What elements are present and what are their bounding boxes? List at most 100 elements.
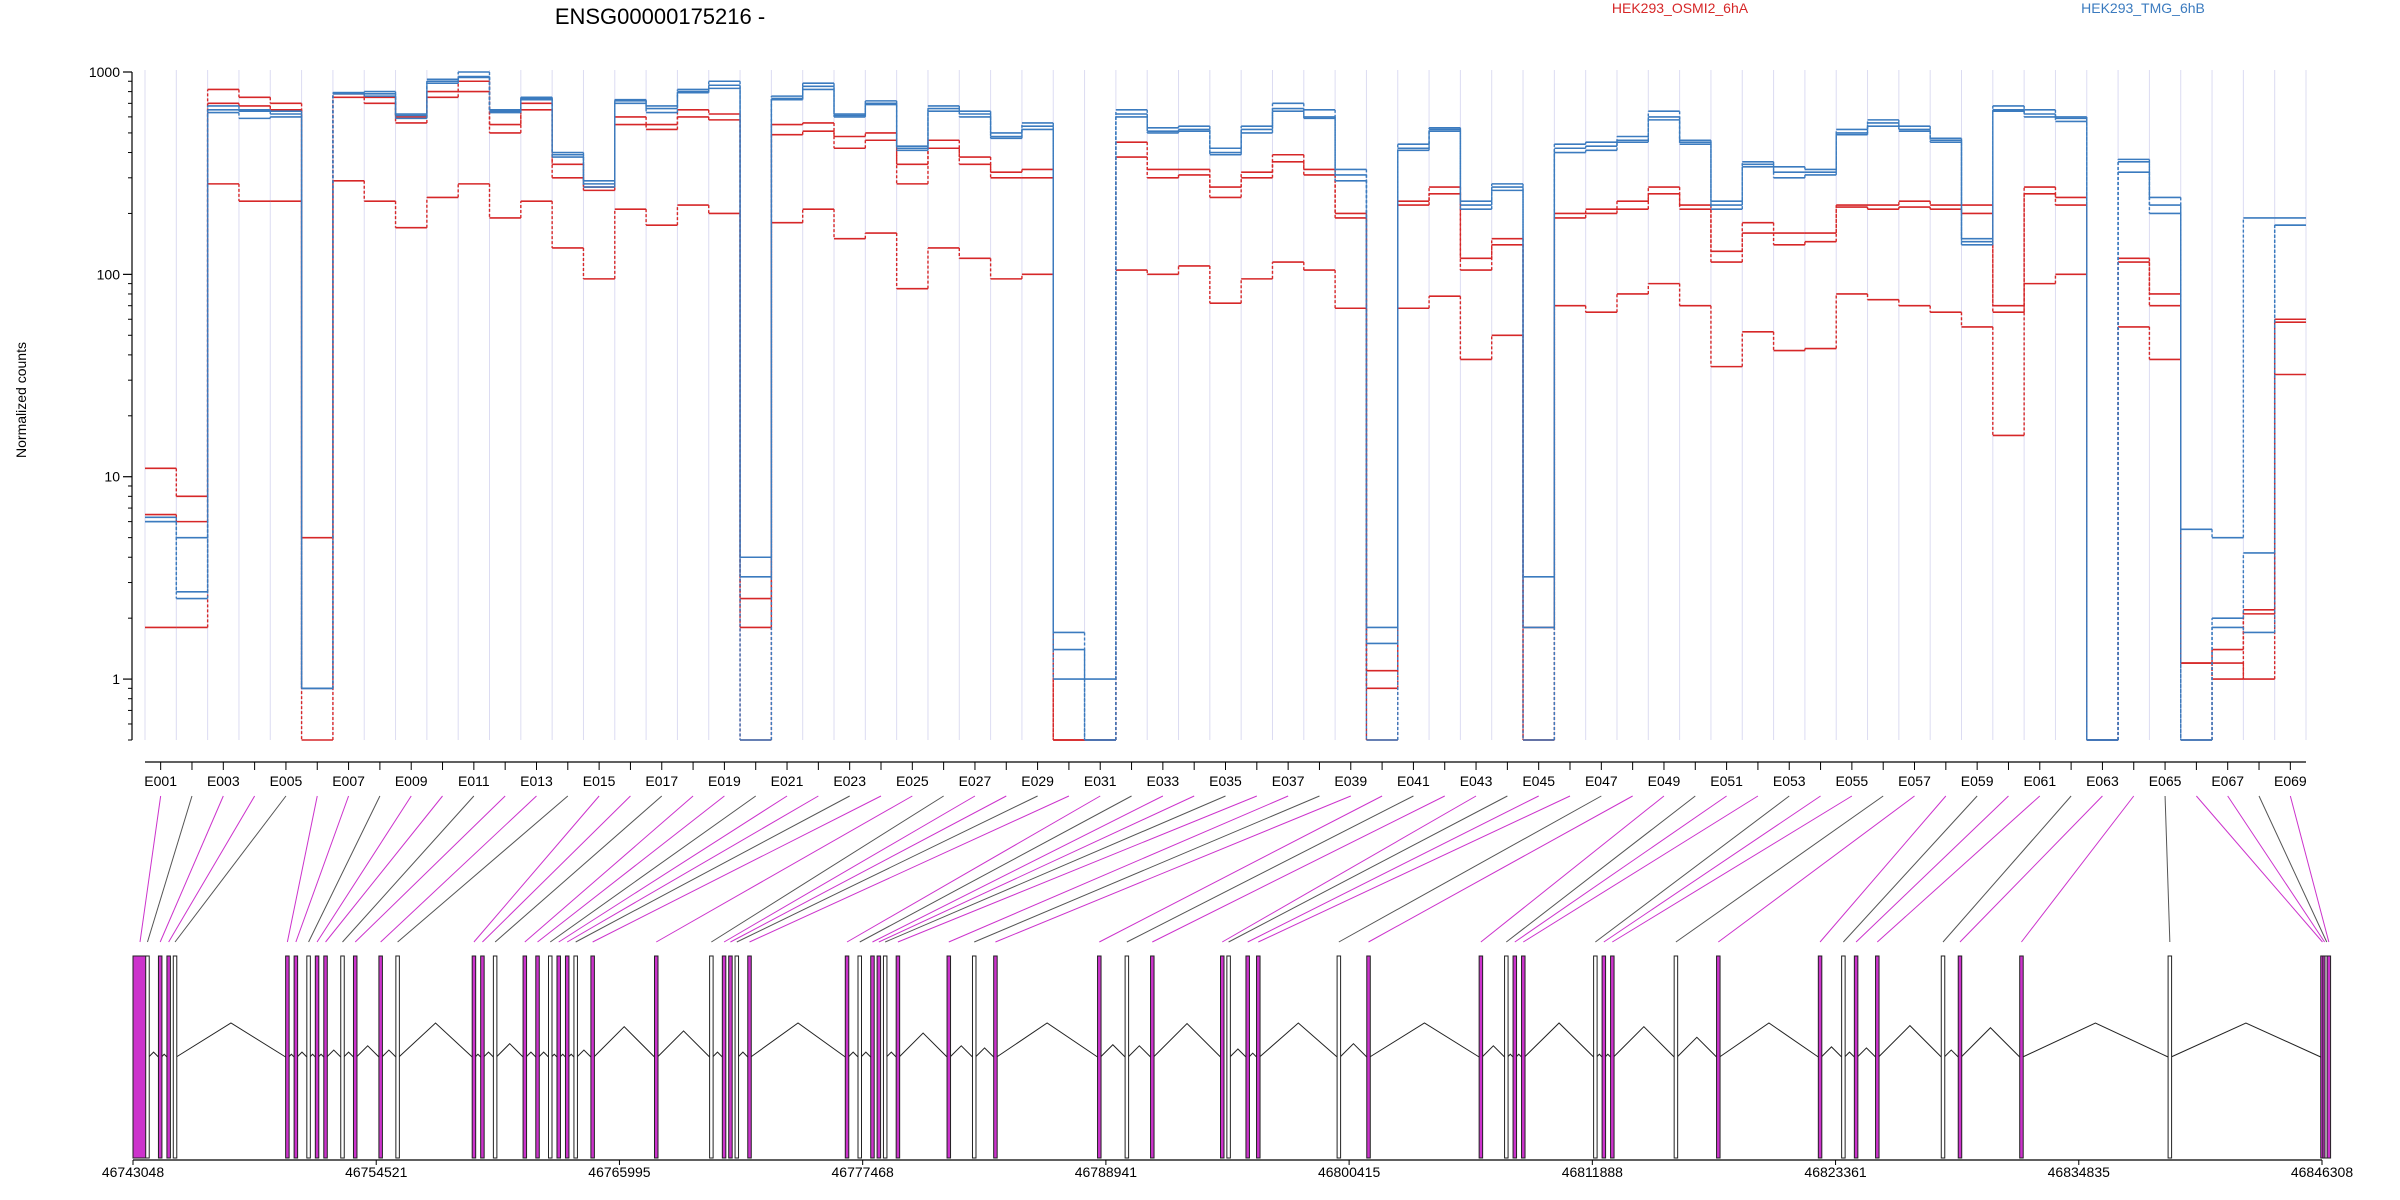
intron-line <box>326 1049 342 1058</box>
exon-connector-line <box>286 795 318 943</box>
exon-box <box>1220 955 1225 1159</box>
intron-line <box>1878 1024 1942 1058</box>
exon-box <box>1366 955 1371 1159</box>
exon-connector-line <box>723 795 976 943</box>
intron-line <box>1339 1042 1368 1058</box>
x-tick-label: E029 <box>1021 773 1054 789</box>
exon-box <box>1256 955 1261 1159</box>
x-tick-label: E031 <box>1084 773 1117 789</box>
x-tick-label: E027 <box>959 773 992 789</box>
intron-line <box>576 1049 592 1058</box>
exon-connector-line <box>1942 795 2072 943</box>
exon-box <box>1097 955 1102 1159</box>
exon-connector-line <box>2258 795 2328 943</box>
exon-connector-line <box>380 795 537 943</box>
exon-box <box>1504 955 1509 1159</box>
exon-box <box>395 955 400 1159</box>
exon-box <box>1245 955 1250 1159</box>
exon-connector-line <box>354 795 506 943</box>
x-tick-label: E055 <box>1836 773 1869 789</box>
exon-box <box>1336 955 1342 1159</box>
exon-box <box>870 955 875 1159</box>
exon-connector-line <box>736 795 1038 943</box>
exon-box <box>1875 955 1880 1159</box>
legend-entry-tmg: HEK293_TMG_6hB <box>2081 0 2205 16</box>
x-axis: E001 E003 E005 E007 E009 E011 E013 E015 E017 E019… <box>144 761 2307 789</box>
exon-connector-line <box>1876 795 2041 943</box>
series <box>145 75 2306 741</box>
exon-connector-line <box>592 795 882 943</box>
exon-connector-line <box>494 795 663 943</box>
exon-connector-line <box>159 795 224 943</box>
exon-connector-line <box>1099 795 1383 943</box>
series <box>145 80 2306 741</box>
exon-box <box>2167 955 2173 1159</box>
exon-box <box>1124 955 1130 1159</box>
intron-line <box>1960 1027 2021 1058</box>
intron-line <box>2170 1022 2321 1058</box>
intron-line <box>356 1045 380 1058</box>
exon-box <box>728 955 733 1159</box>
x-tick-label: E043 <box>1460 773 1493 789</box>
exon-box <box>378 955 383 1159</box>
chart-title: ENSG00000175216 - <box>555 4 765 29</box>
exon-connector-line <box>1247 795 1539 943</box>
x-tick-label: E045 <box>1522 773 1555 789</box>
intron-line <box>176 1022 286 1058</box>
exon-connector-line <box>1368 795 1633 943</box>
exon-box <box>747 955 752 1159</box>
intron-line <box>525 1051 537 1058</box>
exon-box <box>844 955 850 1159</box>
x-tick-label: E023 <box>833 773 866 789</box>
exon-box <box>971 955 977 1159</box>
exon-box <box>564 955 570 1159</box>
exon-connector-line <box>1603 795 1821 943</box>
exon-connector-line <box>749 795 1070 943</box>
exon-box <box>1940 955 1946 1159</box>
exon-box <box>1716 955 1721 1159</box>
x-tick-label: E025 <box>896 773 929 789</box>
exon-box <box>285 955 290 1159</box>
y-tick-label: 1000 <box>89 64 120 80</box>
x-tick-label: E013 <box>520 773 553 789</box>
exon-box <box>145 955 150 1159</box>
exon-connector-line <box>139 795 162 943</box>
intron-line <box>1259 1022 1338 1058</box>
intron-line <box>1100 1044 1126 1058</box>
intron-line <box>1229 1048 1247 1058</box>
intron-line <box>1676 1036 1717 1058</box>
exon-connector-line <box>1506 795 1696 943</box>
exon-box <box>1593 955 1598 1159</box>
x-tick-label: E069 <box>2274 773 2307 789</box>
exon-box <box>2019 955 2024 1159</box>
genomic-tick-label: 46754521 <box>345 1164 408 1180</box>
gridlines <box>144 70 2307 740</box>
x-tick-label: E017 <box>645 773 678 789</box>
exon-connector-line <box>1126 795 1414 943</box>
exon-connector-line <box>948 795 1289 943</box>
exon-box <box>1150 955 1155 1159</box>
intron-line <box>538 1051 549 1058</box>
exon-connectors <box>139 795 2330 943</box>
intron-line <box>343 1051 354 1058</box>
genomic-tick-label: 46788941 <box>1075 1164 1138 1180</box>
intron-line <box>712 1051 723 1058</box>
exon-box <box>132 955 148 1159</box>
exon-connector-line <box>325 795 443 943</box>
intron-line <box>898 1032 948 1058</box>
intron-line <box>1248 1052 1257 1058</box>
intron-line <box>860 1051 872 1058</box>
exon-connector-line <box>1152 795 1445 943</box>
intron-line <box>1820 1046 1842 1058</box>
x-tick-label: E051 <box>1710 773 1743 789</box>
exon-box <box>1226 955 1231 1159</box>
series <box>145 76 2306 741</box>
x-tick-label: E007 <box>332 773 365 789</box>
x-tick-label: E049 <box>1648 773 1681 789</box>
x-tick-label: E037 <box>1272 773 1305 789</box>
x-tick-label: E063 <box>2086 773 2119 789</box>
intron-line <box>2022 1022 2169 1058</box>
exon-box <box>876 955 882 1159</box>
exon-box <box>721 955 727 1159</box>
exon-box <box>471 955 477 1159</box>
